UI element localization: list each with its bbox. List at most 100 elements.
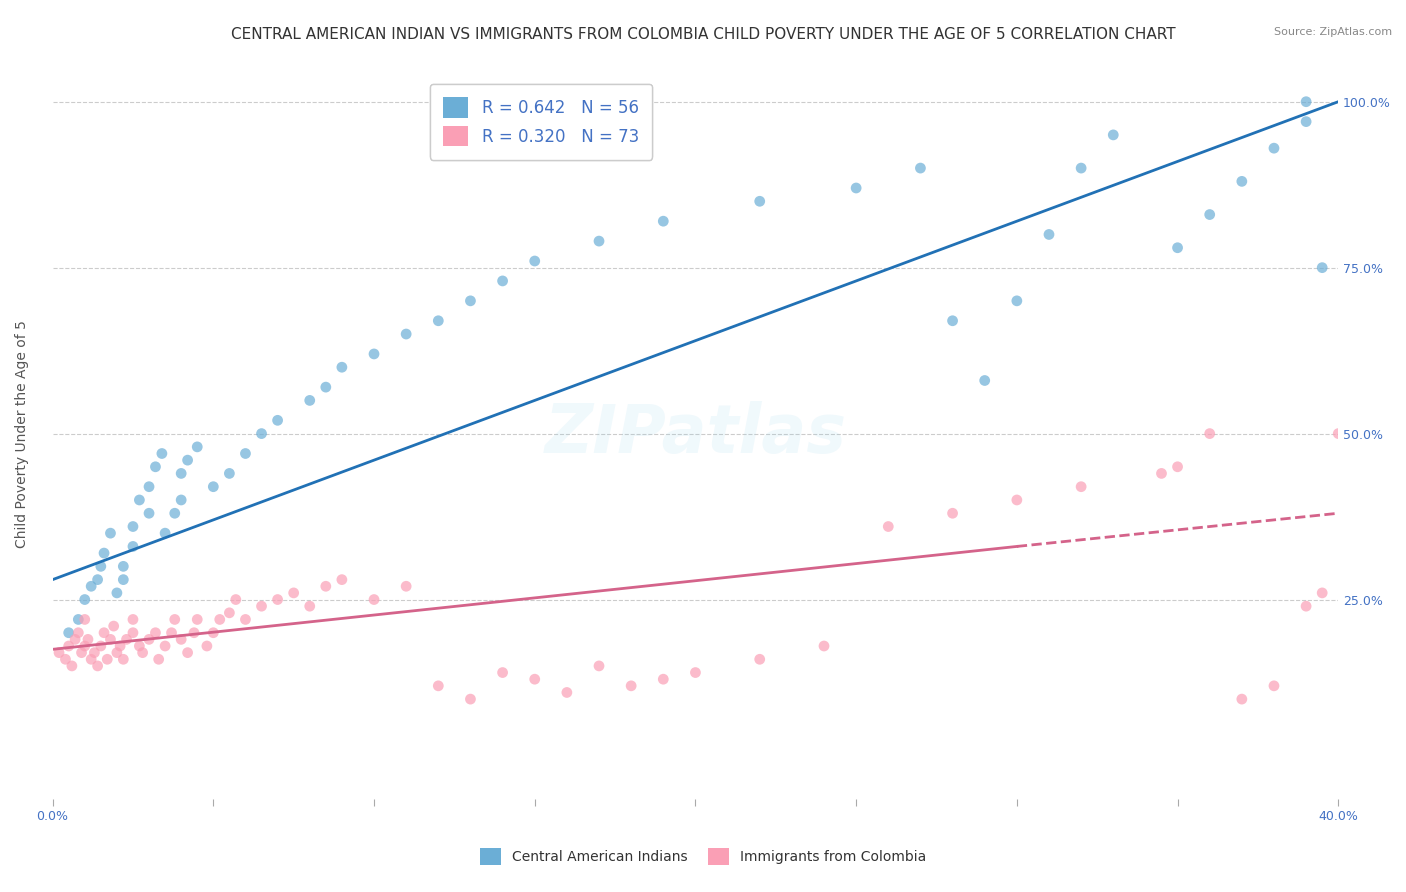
Point [86, 573, 108, 587]
Point [748, 194, 770, 209]
Point [491, 274, 513, 288]
Point [1005, 493, 1028, 508]
Point [202, 625, 225, 640]
Point [1295, 114, 1317, 128]
Point [90, 559, 112, 574]
Point [395, 326, 418, 341]
Point [460, 293, 482, 308]
Point [973, 374, 995, 388]
Point [128, 639, 150, 653]
Point [491, 665, 513, 680]
Point [115, 632, 138, 647]
Point [138, 632, 160, 647]
Point [67, 612, 90, 626]
Point [1167, 241, 1189, 255]
Point [160, 625, 183, 640]
Point [170, 467, 193, 481]
Point [1005, 293, 1028, 308]
Point [1310, 260, 1333, 275]
Point [748, 652, 770, 666]
Point [315, 380, 337, 394]
Point [170, 493, 193, 508]
Point [298, 393, 321, 408]
Point [96, 652, 118, 666]
Point [330, 573, 353, 587]
Point [105, 646, 128, 660]
Point [266, 592, 288, 607]
Point [225, 592, 247, 607]
Point [73, 592, 96, 607]
Legend: R = 0.642   N = 56, R = 0.320   N = 73: R = 0.642 N = 56, R = 0.320 N = 73 [430, 84, 652, 160]
Point [100, 526, 122, 541]
Point [1070, 161, 1092, 175]
Point [208, 612, 231, 626]
Text: Source: ZipAtlas.com: Source: ZipAtlas.com [1274, 27, 1392, 37]
Point [128, 493, 150, 508]
Point [1150, 467, 1173, 481]
Point [1102, 128, 1125, 142]
Point [363, 347, 385, 361]
Point [1198, 426, 1220, 441]
Point [153, 526, 176, 541]
Point [330, 360, 353, 375]
Point [150, 446, 173, 460]
Point [170, 632, 193, 647]
Text: ZIPatlas: ZIPatlas [544, 401, 846, 467]
Point [315, 579, 337, 593]
Point [427, 314, 450, 328]
Point [1295, 599, 1317, 614]
Point [83, 646, 105, 660]
Point [67, 625, 90, 640]
Point [266, 413, 288, 427]
Point [942, 506, 965, 520]
Point [186, 440, 208, 454]
Point [176, 453, 198, 467]
Point [148, 652, 170, 666]
Point [90, 639, 112, 653]
Point [523, 254, 546, 268]
Point [112, 573, 135, 587]
Point [1198, 208, 1220, 222]
Point [86, 659, 108, 673]
Point [108, 639, 131, 653]
Point [73, 612, 96, 626]
Point [298, 599, 321, 614]
Point [58, 639, 80, 653]
Point [1327, 426, 1350, 441]
Point [122, 612, 145, 626]
Point [80, 579, 103, 593]
Point [105, 586, 128, 600]
Point [145, 459, 167, 474]
Point [103, 619, 125, 633]
Point [1070, 480, 1092, 494]
Point [145, 625, 167, 640]
Point [131, 646, 153, 660]
Point [1295, 95, 1317, 109]
Point [195, 639, 218, 653]
Point [620, 679, 643, 693]
Point [202, 480, 225, 494]
Y-axis label: Child Poverty Under the Age of 5: Child Poverty Under the Age of 5 [15, 319, 30, 548]
Point [1167, 459, 1189, 474]
Point [163, 506, 186, 520]
Point [112, 652, 135, 666]
Point [80, 652, 103, 666]
Point [153, 639, 176, 653]
Legend: Central American Indians, Immigrants from Colombia: Central American Indians, Immigrants fro… [468, 837, 938, 876]
Point [100, 632, 122, 647]
Point [93, 625, 115, 640]
Point [70, 646, 93, 660]
Point [555, 685, 578, 699]
Point [73, 639, 96, 653]
Point [112, 559, 135, 574]
Point [1038, 227, 1060, 242]
Point [283, 586, 305, 600]
Point [395, 579, 418, 593]
Point [1310, 586, 1333, 600]
Point [1230, 174, 1253, 188]
Point [138, 506, 160, 520]
Point [813, 639, 835, 653]
Point [183, 625, 205, 640]
Point [48, 646, 70, 660]
Point [250, 599, 273, 614]
